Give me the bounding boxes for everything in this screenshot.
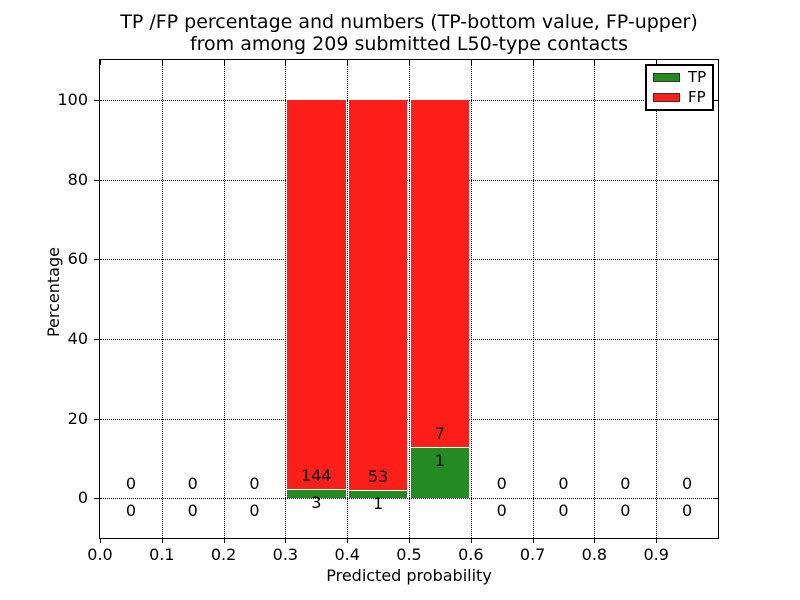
x-tick-mark [470,538,472,543]
bar-count-label-fp: 7 [434,424,445,444]
y-tick-label: 40 [67,328,88,348]
bar-count-label-fp: 0 [496,474,507,494]
chart-title-line-1: TP /FP percentage and numbers (TP-bottom… [120,11,698,33]
y-tick-mark-right [713,338,718,340]
y-tick-label: 100 [57,89,88,109]
legend: TP FP [645,64,714,111]
x-tick-mark-top [470,60,472,65]
x-tick-mark [532,538,534,543]
bar-tp [348,490,408,499]
y-tick-label: 0 [77,488,88,508]
y-tick-label: 80 [67,169,88,189]
bar-count-label-tp: 0 [682,501,693,521]
chart-title-line-2: from among 209 submitted L50-type contac… [189,33,629,55]
x-tick-mark-top [347,60,349,65]
y-tick-mark [94,259,99,261]
gridline-vertical [470,60,472,538]
gridline-vertical [223,60,225,538]
x-tick-label: 0.3 [272,545,299,564]
x-tick-mark [100,538,101,543]
bar-count-label-fp: 144 [301,466,332,486]
bar-count-label-fp: 0 [620,474,631,494]
x-tick-label: 0.2 [210,545,237,564]
y-tick-mark-right [713,179,718,181]
bar-fp [410,99,470,448]
tp-color-swatch [653,73,680,83]
bar-count-label-fp: 0 [125,474,136,494]
x-tick-label: 0.4 [334,545,360,564]
legend-label-fp: FP [688,87,706,106]
bar-fp [348,99,408,490]
y-tick-mark-right [713,259,718,261]
legend-label-tp: TP [688,68,707,87]
x-tick-mark [161,538,163,543]
x-tick-mark-top [532,60,534,65]
gridline-vertical [656,60,658,538]
x-tick-mark-top [223,60,225,65]
x-tick-mark-top [100,60,101,65]
y-tick-mark-right [713,418,718,420]
bar-count-label-fp: 0 [558,474,569,494]
y-tick-label: 60 [67,249,88,269]
bar-count-label-tp: 0 [496,501,507,521]
x-tick-mark-top [409,60,410,65]
plot-area: 0 0 0 0 0 0 144 3 53 1 7 1 0 0 0 0 0 0 0 0 0.0 0.1 0.2 0.3 0.4 0.… [57,59,719,564]
legend-item-tp: TP [647,70,712,85]
x-tick-label: 0.9 [643,545,669,564]
gridline-vertical [532,60,534,538]
x-tick-mark [656,538,658,543]
gridline-vertical [285,60,287,538]
x-tick-mark [347,538,349,543]
x-tick-mark-top [594,60,596,65]
bar-count-label-fp: 53 [367,466,389,486]
y-tick-label: 20 [67,408,88,428]
x-tick-mark [285,538,287,543]
bar-count-label-tp: 0 [620,501,631,521]
bar-count-label-fp: 0 [682,474,693,494]
bar-count-label-tp: 0 [187,501,198,521]
x-tick-label: 0.8 [581,545,608,564]
x-tick-mark [409,538,410,543]
x-tick-label: 0.7 [519,545,546,564]
y-tick-mark [94,498,99,500]
gridline-vertical [594,60,596,538]
x-tick-mark-top [161,60,163,65]
x-axis-label: Predicted probability [326,566,492,585]
x-tick-label: 0.0 [87,545,113,564]
bar-count-label-tp: 0 [249,501,260,521]
bar-count-label-tp: 0 [558,501,569,521]
y-axis-label: Percentage [44,247,63,338]
legend-item-fp: FP [647,87,712,106]
y-tick-mark-right [713,498,718,500]
y-tick-mark [94,338,99,340]
x-tick-mark-top [656,60,658,65]
y-tick-mark [94,99,99,101]
x-tick-mark [594,538,596,543]
bar-tp [410,448,470,499]
bar-count-label-fp: 0 [187,474,198,494]
y-tick-mark [94,418,99,420]
x-tick-mark-top [285,60,287,65]
y-tick-mark [94,179,99,181]
x-tick-label: 0.5 [396,545,422,564]
bar-count-label-tp: 0 [125,501,136,521]
bar-fp [286,99,346,490]
gridline-vertical [409,60,410,538]
gridline-vertical [347,60,349,538]
bar-count-label-fp: 0 [249,474,260,494]
x-tick-label: 0.6 [458,545,484,564]
gridline-vertical [161,60,163,538]
bar-count-label-tp: 1 [434,451,445,471]
x-tick-mark [223,538,225,543]
bar-tp [286,490,346,499]
x-tick-label: 0.1 [149,545,175,564]
fp-color-swatch [653,92,680,102]
bar-count-label-tp: 1 [373,493,384,513]
bar-count-label-tp: 3 [311,493,322,513]
y-tick-mark-right [713,99,718,101]
